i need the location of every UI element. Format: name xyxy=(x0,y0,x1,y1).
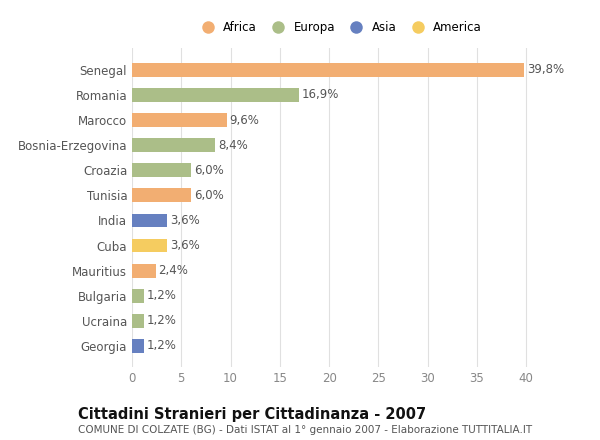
Text: 6,0%: 6,0% xyxy=(194,164,224,177)
Bar xyxy=(132,88,299,102)
Text: 1,2%: 1,2% xyxy=(147,340,176,352)
Legend: Africa, Europa, Asia, America: Africa, Europa, Asia, America xyxy=(191,16,487,38)
Bar xyxy=(132,188,191,202)
Bar xyxy=(132,289,144,303)
Text: Cittadini Stranieri per Cittadinanza - 2007: Cittadini Stranieri per Cittadinanza - 2… xyxy=(78,407,426,422)
Bar xyxy=(132,238,167,253)
Text: 8,4%: 8,4% xyxy=(218,139,248,152)
Text: 2,4%: 2,4% xyxy=(158,264,188,277)
Text: 39,8%: 39,8% xyxy=(527,63,565,76)
Text: 1,2%: 1,2% xyxy=(147,289,176,302)
Bar xyxy=(132,163,191,177)
Bar xyxy=(132,63,524,77)
Text: 1,2%: 1,2% xyxy=(147,315,176,327)
Text: 16,9%: 16,9% xyxy=(302,88,339,101)
Bar xyxy=(132,113,227,127)
Text: COMUNE DI COLZATE (BG) - Dati ISTAT al 1° gennaio 2007 - Elaborazione TUTTITALIA: COMUNE DI COLZATE (BG) - Dati ISTAT al 1… xyxy=(78,425,532,436)
Text: 9,6%: 9,6% xyxy=(230,114,259,127)
Text: 3,6%: 3,6% xyxy=(170,214,200,227)
Text: 6,0%: 6,0% xyxy=(194,189,224,202)
Bar xyxy=(132,314,144,328)
Text: 3,6%: 3,6% xyxy=(170,239,200,252)
Bar xyxy=(132,138,215,152)
Bar xyxy=(132,213,167,227)
Bar xyxy=(132,264,155,278)
Bar xyxy=(132,339,144,353)
